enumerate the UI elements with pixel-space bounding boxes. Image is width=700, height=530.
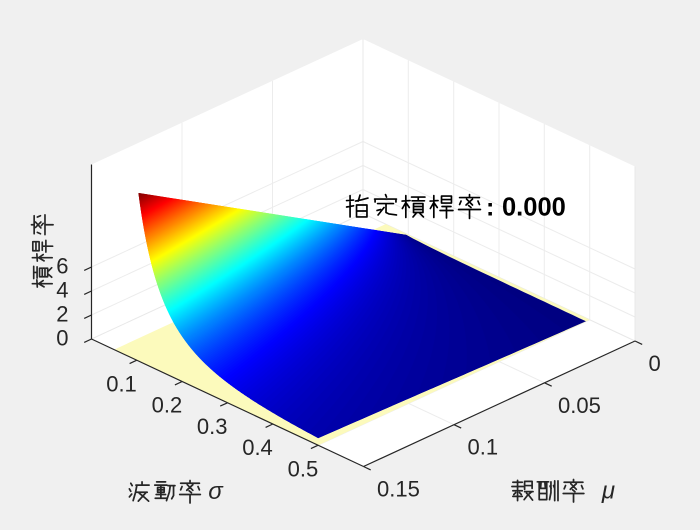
- svg-text:0: 0: [649, 351, 661, 376]
- svg-text:0.5: 0.5: [288, 456, 319, 481]
- svg-text:0.2: 0.2: [152, 393, 183, 418]
- svg-text:0.3: 0.3: [197, 414, 228, 439]
- svg-text:μ: μ: [601, 478, 615, 505]
- svg-text:σ: σ: [208, 478, 224, 505]
- svg-text:2: 2: [56, 302, 68, 327]
- svg-text:0: 0: [56, 326, 68, 351]
- svg-text::: :: [486, 194, 494, 222]
- svg-text:0.15: 0.15: [377, 477, 420, 502]
- svg-text:6: 6: [56, 254, 68, 279]
- svg-text:0.4: 0.4: [242, 435, 273, 460]
- svg-text:0.1: 0.1: [106, 371, 137, 396]
- svg-text:4: 4: [56, 278, 68, 303]
- svg-text:0.05: 0.05: [558, 393, 601, 418]
- svg-text:0.1: 0.1: [468, 435, 499, 460]
- svg-text:0.000: 0.000: [502, 194, 566, 222]
